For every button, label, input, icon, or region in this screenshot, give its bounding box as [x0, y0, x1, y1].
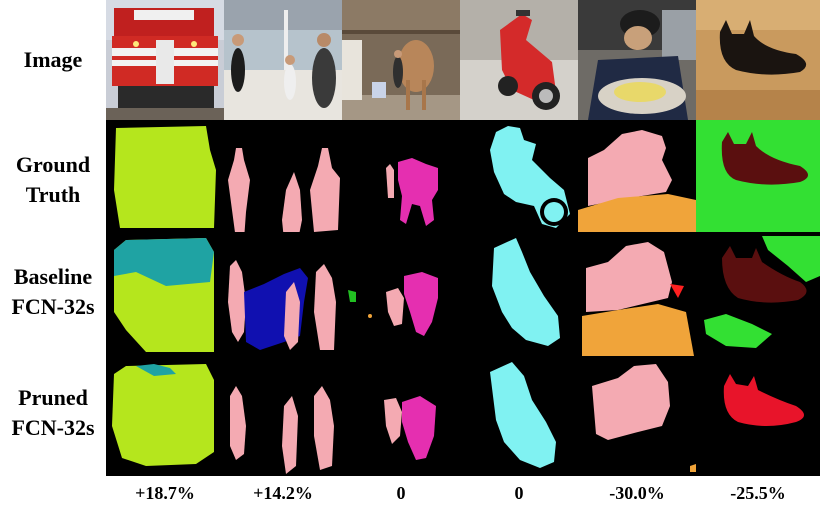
train-pruned-mask	[106, 356, 224, 476]
boy-eating-photo	[578, 0, 696, 120]
train-photo	[106, 0, 224, 120]
row-label-line: FCN-32s	[11, 294, 95, 319]
row-label-line: Truth	[25, 182, 81, 207]
cat-photo	[696, 0, 820, 120]
boy-table-pruned-mask	[578, 356, 696, 476]
cat-ground-truth-mask	[696, 120, 820, 232]
row-label-line: FCN-32s	[11, 415, 95, 440]
people-baseline-mask	[224, 232, 342, 356]
horse-baseline-mask	[342, 232, 460, 356]
horse-pruned-mask	[342, 356, 460, 476]
cat-pruned-mask	[696, 356, 820, 476]
horse-barn-photo	[342, 0, 460, 120]
scooter-ground-truth-mask	[460, 120, 578, 232]
train-baseline-mask	[106, 232, 224, 356]
people-pruned-mask	[224, 356, 342, 476]
boy-table-baseline-mask	[578, 232, 696, 356]
boy-table-ground-truth-mask	[578, 120, 696, 232]
row-label-line: Pruned	[18, 385, 88, 410]
delta-scooter: 0	[514, 483, 524, 503]
horse-ground-truth-mask	[342, 120, 460, 232]
row-label-line: Ground	[15, 152, 91, 177]
row-label-line: Baseline	[13, 264, 93, 289]
cat-baseline-mask	[696, 232, 820, 356]
delta-boy: -30.0%	[609, 483, 665, 503]
delta-cat: -25.5%	[730, 483, 786, 503]
row-label-baseline: Baseline FCN-32s	[0, 262, 106, 322]
delta-people: +14.2%	[253, 483, 313, 503]
row-label-image: Image	[0, 45, 106, 75]
boat-people-photo	[224, 0, 342, 120]
scooter-photo	[460, 0, 578, 120]
delta-horse: 0	[396, 483, 406, 503]
row-label-line: Image	[23, 47, 83, 72]
delta-train: +18.7%	[135, 483, 195, 503]
row-label-ground-truth: Ground Truth	[0, 150, 106, 210]
train-ground-truth-mask	[106, 120, 224, 232]
people-ground-truth-mask	[224, 120, 342, 232]
scooter-pruned-mask	[460, 356, 578, 476]
row-label-pruned: Pruned FCN-32s	[0, 383, 106, 443]
scooter-baseline-mask	[460, 232, 578, 356]
